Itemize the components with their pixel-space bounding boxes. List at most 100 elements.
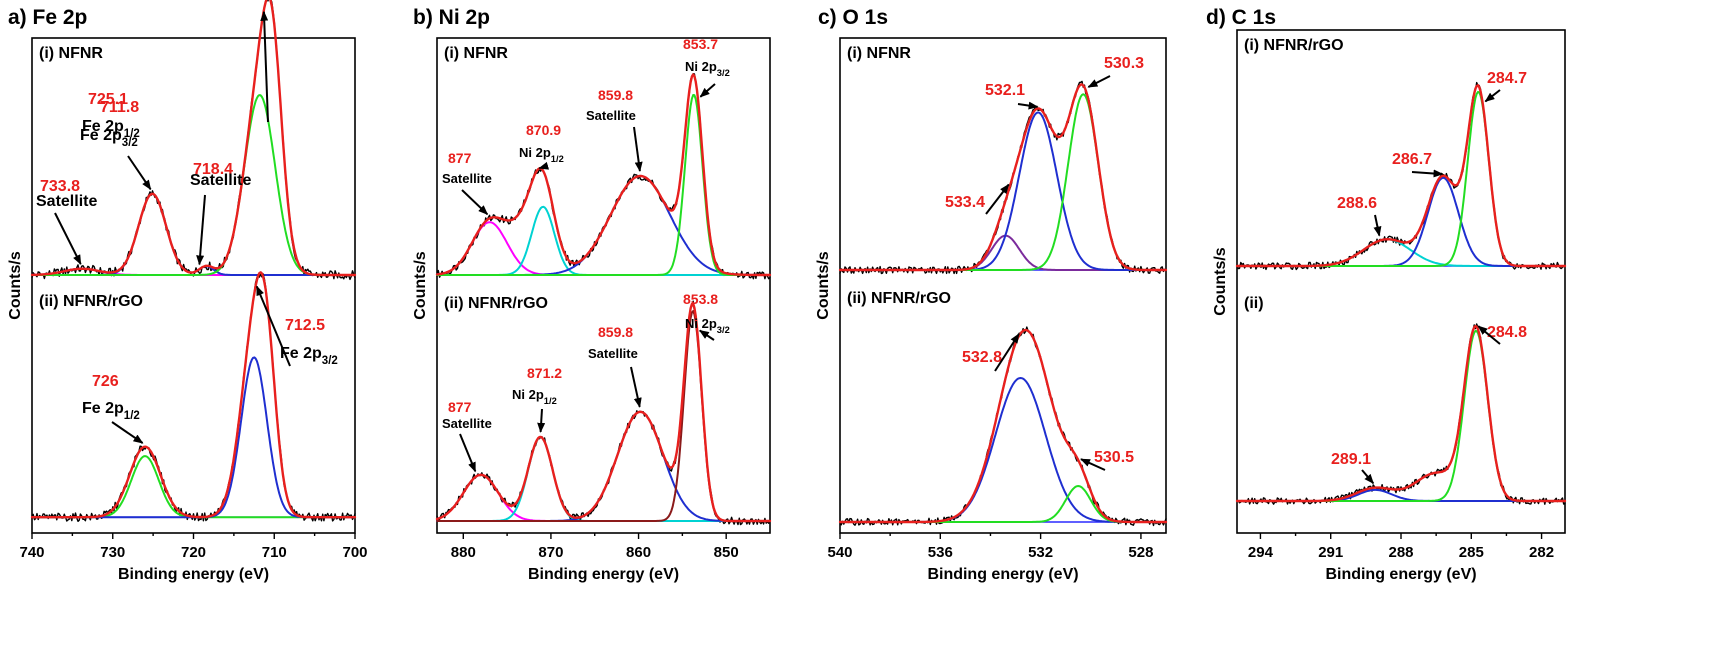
annotation-arrow xyxy=(630,366,642,408)
x-tick-label: 700 xyxy=(342,544,367,561)
annotation-arrow xyxy=(1411,169,1444,178)
peak-name-label: Satellite xyxy=(586,108,636,123)
panel-title: d) C 1s xyxy=(1206,6,1276,29)
annotation-arrow xyxy=(537,408,546,433)
peak-annotation: 533.4 xyxy=(945,183,1010,215)
peak-name-label: Ni 2p3/2 xyxy=(685,316,730,335)
peak-value-label: 284.7 xyxy=(1487,70,1527,87)
annotation-arrow xyxy=(461,189,489,216)
subplot-label: (i) NFNR/rGO xyxy=(1244,37,1344,54)
subplot-2: (ii) NFNR/rGO 532.8 530.5 xyxy=(838,290,1168,527)
peak-value-label: 532.1 xyxy=(985,82,1025,99)
peak-annotation: 284.7 xyxy=(1484,70,1527,103)
annotation-arrow xyxy=(1477,325,1501,345)
x-tick-label: 288 xyxy=(1388,544,1413,561)
peak-name-subscript: 1/2 xyxy=(544,396,557,406)
fit-envelope-series xyxy=(838,328,1168,524)
peak-name-subscript: 3/2 xyxy=(717,68,730,78)
annotation-arrow xyxy=(196,194,206,266)
peak-name-label: Ni 2p1/2 xyxy=(519,145,564,164)
peak-value-label: 718.4 xyxy=(193,161,233,178)
annotation-arrow xyxy=(1361,469,1375,485)
x-axis-label: Binding energy (eV) xyxy=(528,566,679,583)
peak-name-subscript: 1/2 xyxy=(124,128,140,140)
peak-name-label: Satellite xyxy=(588,346,638,361)
peak-name-subscript: 1/2 xyxy=(124,410,140,422)
annotation-arrow xyxy=(459,433,477,473)
x-tick-label: 294 xyxy=(1248,544,1274,561)
component-series xyxy=(1236,176,1566,267)
subplot-2: (ii) 284.8 289.1 xyxy=(1235,295,1567,505)
y-axis-label: Counts/s xyxy=(1212,247,1229,316)
peak-annotation: 859.8 Satellite xyxy=(586,87,643,172)
experimental-series xyxy=(1236,323,1566,505)
annotation-arrow xyxy=(1484,89,1501,103)
subplot-1: (i) NFNR 530.3 532.1 533.4 xyxy=(838,45,1168,275)
peak-annotation: 532.1 xyxy=(985,82,1039,110)
x-tick-label: 291 xyxy=(1318,544,1343,561)
component-series xyxy=(436,473,771,522)
peak-value-label: 530.3 xyxy=(1104,55,1144,72)
peak-name-label: Fe 2p1/2 xyxy=(82,400,140,422)
component-series xyxy=(436,205,771,276)
y-axis-label: Counts/s xyxy=(815,251,832,320)
peak-annotation: 870.9 Ni 2p1/2 xyxy=(519,122,564,170)
peak-annotation: 871.2 Ni 2p1/2 xyxy=(512,365,562,433)
peak-value-label: 530.5 xyxy=(1094,449,1134,466)
component-series xyxy=(839,485,1167,523)
fit-envelope-series xyxy=(838,83,1168,272)
peak-value-label: 877 xyxy=(448,399,472,415)
x-tick-label: 740 xyxy=(19,544,44,561)
peak-name-label: Satellite xyxy=(442,171,492,186)
x-tick-label: 720 xyxy=(181,544,206,561)
peak-annotation: 853.8 Ni 2p3/2 xyxy=(683,291,730,341)
x-tick-label: 880 xyxy=(451,544,476,561)
panel-1: a) Fe 2p 740 730 720 710 700 Binding energy (e… xyxy=(7,0,368,583)
fit-envelope-series xyxy=(1235,324,1567,503)
annotation-arrow xyxy=(255,285,291,367)
component-series xyxy=(436,175,771,276)
peak-name-subscript: 3/2 xyxy=(122,137,138,149)
peak-name-subscript: 3/2 xyxy=(322,355,338,367)
subplot-label: (ii) NFNR/rGO xyxy=(847,290,951,307)
annotation-arrow xyxy=(1017,101,1039,110)
peak-value-label: 853.8 xyxy=(683,291,718,307)
x-tick-label: 532 xyxy=(1028,544,1053,561)
peak-name-label: Ni 2p1/2 xyxy=(512,387,557,406)
subplot-1: (i) NFNR/rGO 284.7 286.7 288.6 xyxy=(1235,37,1567,271)
peak-annotation: 532.8 xyxy=(962,333,1020,372)
fit-envelope-series xyxy=(30,0,357,277)
panel-title: b) Ni 2p xyxy=(413,6,490,29)
component-series xyxy=(31,356,356,519)
annotation-arrow xyxy=(260,10,269,123)
peak-annotation: 288.6 xyxy=(1337,195,1382,237)
x-axis-label: Binding energy (eV) xyxy=(118,566,269,583)
experimental-series xyxy=(31,273,356,522)
annotation-arrow xyxy=(1080,458,1106,471)
peak-value-label: 733.8 xyxy=(40,178,80,195)
component-series xyxy=(436,94,771,276)
peak-value-label: 871.2 xyxy=(527,365,562,381)
annotation-arrow xyxy=(633,126,643,172)
panel-title: a) Fe 2p xyxy=(8,6,87,29)
subplot-label: (ii) xyxy=(1244,295,1264,312)
peak-name-subscript: 1/2 xyxy=(551,154,564,164)
panel-title: c) O 1s xyxy=(818,6,888,29)
peak-annotation: 286.7 xyxy=(1392,151,1444,178)
fit-envelope-series xyxy=(435,73,772,277)
subplot-label: (i) NFNR xyxy=(444,45,508,62)
peak-value-label: 284.8 xyxy=(1487,324,1527,341)
annotation-arrow xyxy=(1087,75,1111,88)
panel-2: b) Ni 2p 880 870 860 850 Binding energy (eV) C… xyxy=(412,6,772,583)
subplot-label: (i) NFNR xyxy=(39,45,103,62)
peak-annotation: 284.8 xyxy=(1477,324,1527,345)
plot-frame xyxy=(1236,29,1566,534)
peak-value-label: 532.8 xyxy=(962,349,1002,366)
x-tick-label: 850 xyxy=(714,544,739,561)
annotation-arrow xyxy=(994,333,1020,372)
peak-annotation: 530.3 xyxy=(1087,55,1144,88)
plot-frame xyxy=(436,37,771,534)
